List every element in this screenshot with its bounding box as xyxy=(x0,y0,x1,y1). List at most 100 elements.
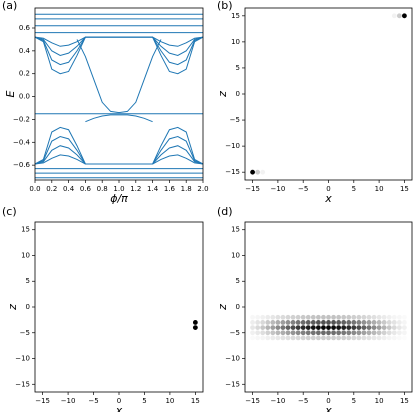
weight-dot xyxy=(250,169,255,175)
weight-dot xyxy=(381,335,387,341)
weight-dot xyxy=(371,314,377,320)
y-axis-label: z xyxy=(216,91,229,98)
weight-dot xyxy=(295,335,301,341)
weight-dot xyxy=(280,330,286,336)
x-tick-label: 0.8 xyxy=(97,185,108,193)
weight-dot xyxy=(361,314,367,320)
weight-dot xyxy=(300,330,306,336)
weight-dot xyxy=(265,335,271,341)
weight-dot xyxy=(336,314,342,320)
y-tick-label: 5 xyxy=(26,277,30,285)
weight-dot xyxy=(371,320,377,325)
weight-dot xyxy=(260,335,266,341)
x-tick-label: −15 xyxy=(245,185,260,193)
weight-dot xyxy=(265,314,271,320)
x-tick-label: 1.4 xyxy=(147,185,159,193)
weight-dot xyxy=(402,335,407,341)
x-axis-label: x xyxy=(324,404,332,412)
weight-dot xyxy=(265,330,271,336)
y-tick-label: 15 xyxy=(231,12,240,20)
y-tick-label: 15 xyxy=(21,226,30,234)
panel: −15 −10 −5 0 5 10 15 −15 −10 −5 0 5 10 15 x z (b) xyxy=(216,0,413,205)
y-tick-label: 15 xyxy=(231,226,240,234)
weight-dot xyxy=(396,325,402,331)
weight-dot xyxy=(346,330,352,336)
y-tick-label: 10 xyxy=(231,251,240,259)
weight-dot xyxy=(376,335,382,341)
weight-dot xyxy=(402,314,407,320)
weight-dot xyxy=(376,330,382,336)
y-tick-label: −0.2 xyxy=(13,115,30,123)
weight-dot xyxy=(255,325,261,331)
weight-dot xyxy=(270,325,276,331)
weight-dot xyxy=(391,330,397,336)
x-tick-label: −5 xyxy=(298,397,308,405)
weight-dot xyxy=(270,320,276,325)
y-tick-label: 10 xyxy=(21,251,30,259)
weight-dot xyxy=(315,330,321,336)
weight-dot xyxy=(351,314,357,320)
weight-dot xyxy=(366,314,372,320)
x-tick-label: 5 xyxy=(352,397,356,405)
weight-dot xyxy=(371,325,377,331)
weight-dot xyxy=(290,314,296,320)
weight-dot xyxy=(326,325,331,331)
weight-dot xyxy=(396,330,402,336)
panel: −15 −10 −5 0 5 10 15 −15 −10 −5 0 5 10 15 x z (d) xyxy=(216,205,413,412)
x-tick-label: −5 xyxy=(298,185,308,193)
weight-dot xyxy=(361,330,367,336)
weight-dot xyxy=(396,320,402,325)
x-tick-label: 0.2 xyxy=(46,185,57,193)
weight-dot xyxy=(250,314,255,320)
weight-dot xyxy=(331,330,336,336)
weight-dot xyxy=(366,330,372,336)
weight-dot xyxy=(250,325,255,331)
weight-dot xyxy=(366,325,372,331)
weight-dot xyxy=(285,325,291,331)
weight-dot xyxy=(366,335,372,341)
y-tick-label: −10 xyxy=(225,142,240,150)
weight-dot xyxy=(402,325,407,331)
weight-dot xyxy=(275,330,281,336)
x-tick-label: 0 xyxy=(117,397,121,405)
y-tick-label: −10 xyxy=(225,355,240,363)
weight-dot xyxy=(270,314,276,320)
weight-dot xyxy=(341,320,347,325)
x-tick-label: 1.0 xyxy=(113,185,124,193)
y-tick-label: −15 xyxy=(225,380,240,388)
x-tick-label: −15 xyxy=(35,397,50,405)
weight-dot xyxy=(341,314,347,320)
axes-frame xyxy=(34,7,204,181)
y-tick-label: 0 xyxy=(236,303,240,311)
weight-dot xyxy=(265,320,271,325)
y-tick-label: 0.6 xyxy=(19,24,31,32)
spectrum-line xyxy=(35,154,203,165)
weight-dot xyxy=(255,169,261,175)
weight-dot xyxy=(255,314,261,320)
x-tick-label: 0.4 xyxy=(63,185,75,193)
weight-dot xyxy=(331,335,336,341)
weight-dot xyxy=(336,320,342,325)
weight-dot xyxy=(386,320,392,325)
weight-dot xyxy=(300,314,306,320)
y-tick-label: −15 xyxy=(15,380,30,388)
weight-dot xyxy=(321,335,326,341)
weight-dot xyxy=(361,320,367,325)
weight-dot xyxy=(192,325,198,331)
weight-dot xyxy=(371,330,377,336)
plot-area xyxy=(250,13,407,175)
weight-dot xyxy=(396,335,402,341)
weight-dot xyxy=(290,320,296,325)
weight-dot xyxy=(326,335,331,341)
weight-dot xyxy=(331,325,336,331)
x-tick-label: −10 xyxy=(271,185,286,193)
x-tick-label: −15 xyxy=(245,397,260,405)
weight-dot xyxy=(275,325,281,331)
plot-area xyxy=(192,320,198,331)
weight-dot xyxy=(260,314,266,320)
weight-dot xyxy=(402,320,407,325)
y-tick-label: −15 xyxy=(225,168,240,176)
y-tick-label: 5 xyxy=(236,277,240,285)
weight-dot xyxy=(356,320,362,325)
weight-dot xyxy=(310,335,316,341)
